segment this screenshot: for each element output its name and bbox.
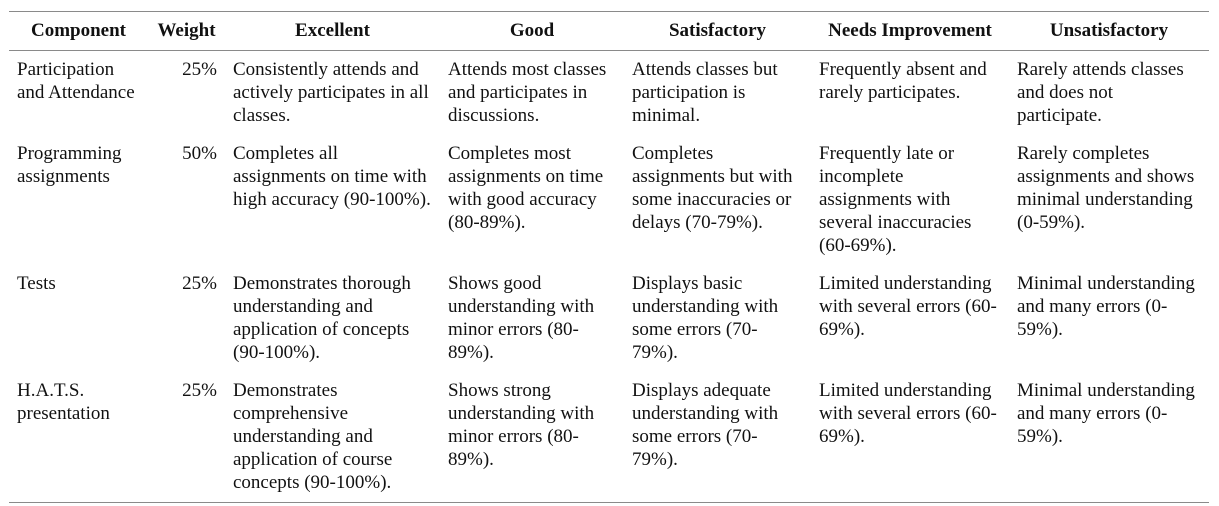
cell-excellent: Completes all assignments on time with h…: [233, 143, 431, 210]
cell-unsatisfactory: Minimal understanding and many errors (0…: [1017, 273, 1195, 340]
table-row: Tests 25% Demonstrates thorough understa…: [9, 264, 1209, 371]
cell-component: H.A.T.S. presentation: [17, 380, 110, 424]
cell-needs-improvement: Frequently late or incomplete assignment…: [819, 143, 972, 256]
grading-rubric-table: Component Weight Excellent Good Satisfac…: [9, 11, 1209, 503]
cell-satisfactory: Attends classes but participation is min…: [632, 59, 778, 126]
table-header: Component Weight Excellent Good Satisfac…: [9, 11, 1209, 51]
cell-needs-improvement: Limited understanding with several error…: [819, 273, 997, 340]
table-body: Participation and Attendance 25% Consist…: [9, 51, 1209, 503]
cell-good: Attends most classes and participates in…: [448, 59, 607, 126]
cell-satisfactory: Completes assignments but with some inac…: [632, 143, 793, 233]
cell-excellent: Consistently attends and actively partic…: [233, 59, 429, 126]
cell-component: Participation and Attendance: [17, 59, 135, 103]
cell-needs-improvement: Limited understanding with several error…: [819, 380, 997, 447]
cell-excellent: Demonstrates comprehensive understanding…: [233, 380, 393, 493]
table-row: H.A.T.S. presentation 25% Demonstrates c…: [9, 371, 1209, 503]
header-needs-improvement: Needs Improvement: [828, 20, 992, 41]
table-row: Participation and Attendance 25% Consist…: [9, 51, 1209, 135]
header-unsatisfactory: Unsatisfactory: [1049, 20, 1169, 41]
header-row: Component Weight Excellent Good Satisfac…: [9, 11, 1209, 51]
cell-unsatisfactory: Minimal understanding and many errors (0…: [1017, 380, 1195, 447]
cell-good: Shows good understanding with minor erro…: [448, 273, 595, 363]
cell-satisfactory: Displays basic understanding with some e…: [632, 273, 779, 363]
rubric-container: Component Weight Excellent Good Satisfac…: [9, 11, 1209, 503]
cell-component: Tests: [17, 273, 56, 294]
header-satisfactory: Satisfactory: [668, 20, 767, 41]
header-component: Component: [30, 20, 126, 41]
cell-component: Programming assignments: [17, 143, 122, 187]
cell-good: Completes most assignments on time with …: [448, 143, 604, 233]
cell-weight: 25%: [182, 273, 217, 294]
cell-weight: 50%: [182, 143, 217, 164]
header-weight: Weight: [157, 20, 216, 41]
header-good: Good: [509, 20, 555, 41]
header-excellent: Excellent: [295, 20, 370, 41]
cell-satisfactory: Displays adequate understanding with som…: [632, 380, 779, 470]
table-row: Programming assignments 50% Completes al…: [9, 134, 1209, 264]
cell-weight: 25%: [182, 59, 217, 80]
cell-weight: 25%: [182, 380, 217, 401]
cell-unsatisfactory: Rarely completes assignments and shows m…: [1017, 143, 1195, 233]
cell-unsatisfactory: Rarely attends classes and does not part…: [1017, 59, 1184, 126]
cell-excellent: Demonstrates thorough understanding and …: [233, 273, 411, 363]
cell-good: Shows strong understanding with minor er…: [448, 380, 595, 470]
cell-needs-improvement: Frequently absent and rarely participate…: [819, 59, 987, 103]
